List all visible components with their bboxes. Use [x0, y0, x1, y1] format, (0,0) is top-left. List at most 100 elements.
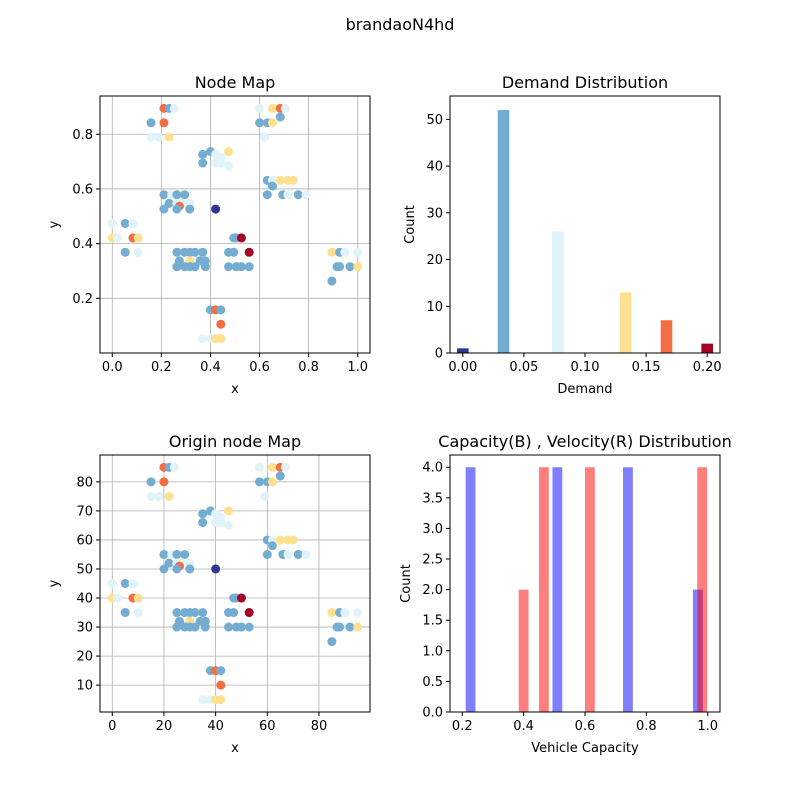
x-tick-label: 0.2: [151, 360, 172, 375]
demand-bar: [701, 343, 713, 353]
node-point: [327, 276, 337, 286]
node-point: [275, 535, 285, 545]
node-point: [172, 262, 182, 272]
node-point: [200, 262, 210, 272]
velocity-bar: [518, 589, 529, 712]
node-point: [327, 608, 337, 618]
y-tick-label: 10: [76, 679, 93, 694]
axes-frame: [99, 454, 371, 713]
node-point: [260, 132, 270, 142]
node-point: [172, 190, 182, 200]
x-tick-label: 0.4: [513, 719, 534, 734]
node-point: [154, 491, 164, 501]
y-tick-label: 0.5: [422, 675, 443, 690]
y-axis-label: y: [47, 579, 62, 587]
y-tick-label: 0.6: [72, 182, 93, 197]
velocity-bar: [585, 467, 595, 712]
x-axis-label: Demand: [557, 382, 612, 397]
node-point: [198, 334, 208, 344]
plot-title: Capacity(B) , Velocity(R) Distribution: [438, 432, 731, 451]
node-point: [164, 198, 174, 208]
demand-distribution-plot: 0.00 0.05 0.10 0.15 0.20 0 10 20 30 40 50 Demand Di…: [403, 73, 722, 397]
node-point: [159, 549, 169, 559]
node-point: [172, 549, 182, 559]
node-point: [112, 233, 122, 243]
y-tick-label: 30: [426, 206, 443, 221]
y-tick-label: 40: [426, 160, 443, 175]
capacity-velocity-distribution-plot: 0.2 0.4 0.6 0.8 1.0 0.0 0.5 1.0 1.5 2.0 2.5 3.0 3.5 4…: [399, 432, 732, 756]
node-point: [283, 190, 293, 200]
node-point: [200, 622, 210, 632]
node-point: [159, 564, 169, 574]
velocity-bar: [697, 467, 708, 712]
y-tick-label: 40: [76, 592, 93, 607]
node-point: [120, 608, 130, 618]
x-tick-label: 0.6: [575, 719, 596, 734]
y-tick-label: 70: [76, 504, 93, 519]
node-point: [112, 593, 122, 603]
node-point: [345, 622, 355, 632]
node-point: [267, 118, 277, 128]
axes-frame-group: 0.00 0.05 0.10 0.15 0.20 0 10 20 30 40 50 Demand Di…: [403, 73, 722, 397]
capacity-bar: [552, 467, 563, 712]
x-tick-label: 20: [156, 719, 173, 734]
y-tick-label: 50: [76, 562, 93, 577]
node-point: [120, 218, 130, 228]
plot-title: Demand Distribution: [502, 73, 668, 92]
node-map-plot: 0.0 0.2 0.4 0.6 0.8 1.0 0.2 0.4 0.6 0.8 Node Map x y: [47, 73, 371, 397]
node-point: [255, 462, 265, 472]
node-point: [244, 622, 254, 632]
capacity-bar: [465, 467, 476, 712]
node-point: [216, 334, 226, 344]
node-point: [236, 593, 246, 603]
x-tick-label: 0.2: [452, 719, 473, 734]
axes-frame: [99, 95, 371, 354]
node-point: [224, 506, 234, 516]
node-point: [159, 118, 169, 128]
y-axis-label: y: [47, 220, 62, 228]
node-point: [190, 262, 200, 272]
demand-bar: [497, 110, 510, 353]
node-point: [169, 462, 179, 472]
plot-title: Node Map: [195, 73, 276, 92]
node-point: [216, 695, 226, 705]
node-point: [345, 262, 355, 272]
node-point: [267, 462, 277, 472]
node-point: [267, 477, 277, 487]
y-axis-label: Count: [399, 564, 414, 603]
y-tick-label: 3.0: [422, 522, 443, 537]
node-point: [255, 103, 265, 113]
node-point: [211, 204, 221, 214]
x-tick-label: 0.05: [509, 360, 538, 375]
origin-node-map-plot: 0 20 40 60 80 10 20 30 40 50 60 70 80 Origin node Map…: [47, 432, 371, 756]
node-point: [288, 535, 298, 545]
node-point: [172, 564, 182, 574]
y-tick-label: 1.5: [422, 614, 443, 629]
node-point: [301, 549, 311, 559]
node-point: [198, 518, 208, 528]
node-point: [224, 161, 234, 171]
data-layer: [457, 110, 713, 353]
node-point: [198, 695, 208, 705]
node-point: [335, 622, 345, 632]
node-point: [260, 491, 270, 501]
node-point: [128, 218, 138, 228]
node-point: [255, 118, 265, 128]
node-point: [107, 579, 117, 588]
node-point: [224, 622, 234, 632]
node-point: [327, 247, 337, 257]
node-point: [280, 462, 290, 472]
node-point: [340, 247, 350, 257]
node-point: [244, 262, 254, 272]
demand-bar: [552, 231, 564, 353]
node-point: [224, 262, 234, 272]
node-point: [288, 175, 298, 185]
axes-frame-group: 0 20 40 60 80 10 20 30 40 50 60 70 80 Origin node Map…: [47, 432, 371, 756]
node-point: [198, 509, 208, 519]
x-axis-label: Vehicle Capacity: [531, 741, 639, 756]
node-point: [267, 181, 277, 191]
node-point: [293, 190, 303, 200]
node-point: [229, 608, 239, 618]
x-axis-label: x: [231, 741, 239, 756]
node-point: [169, 103, 179, 113]
